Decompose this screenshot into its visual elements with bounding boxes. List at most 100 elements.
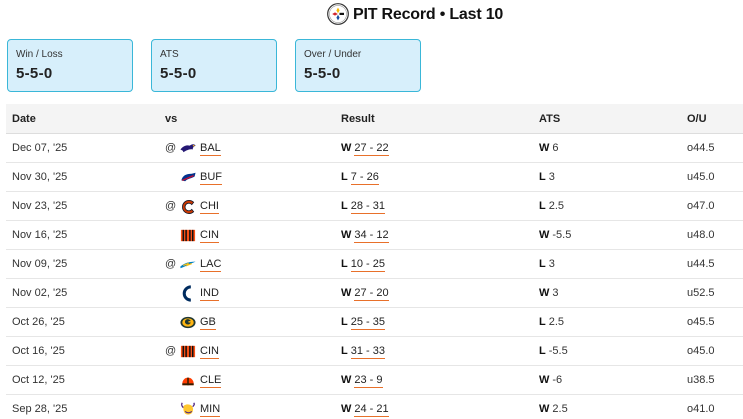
score-link[interactable]: 24 - 21	[354, 403, 389, 417]
result-outcome: L	[341, 345, 348, 357]
ats-outcome: L	[539, 171, 546, 183]
vikings-logo-icon	[179, 401, 197, 418]
opponent: CIN	[165, 226, 285, 246]
games-table: Date vs Result ATS O/U Dec 07, '25 @ BAL…	[6, 104, 743, 419]
opponent-link[interactable]: BUF	[200, 171, 222, 185]
over-under-card: Over / Under 5-5-0	[295, 39, 421, 92]
result-outcome: L	[341, 316, 348, 328]
opponent: @ BAL	[165, 139, 285, 159]
game-result: W 34 - 12	[341, 229, 389, 243]
opponent-link[interactable]: CHI	[200, 200, 219, 214]
ats-line: 6	[552, 142, 559, 154]
over-under-value: o45.5	[687, 316, 715, 328]
score-link[interactable]: 27 - 20	[354, 287, 389, 301]
away-indicator: @	[165, 258, 177, 270]
score-link[interactable]: 23 - 9	[354, 374, 383, 388]
game-date: Oct 16, '25	[12, 345, 65, 357]
header-ou[interactable]: O/U	[687, 113, 707, 125]
game-result: L 31 - 33	[341, 345, 385, 359]
score-link[interactable]: 34 - 12	[354, 229, 389, 243]
ats-result: W 2.5	[539, 403, 568, 415]
result-outcome: W	[341, 229, 352, 241]
game-date: Sep 28, '25	[12, 403, 68, 415]
away-indicator: @	[165, 345, 177, 357]
header-vs[interactable]: vs	[165, 113, 178, 125]
over-under-value: u52.5	[687, 287, 715, 299]
ats-outcome: L	[539, 345, 546, 357]
ats-result: L 2.5	[539, 316, 564, 328]
packers-logo-icon	[179, 314, 197, 331]
page-header: PIT Record • Last 10	[0, 3, 743, 27]
game-date: Nov 23, '25	[12, 200, 68, 212]
opponent: @ CIN	[165, 342, 285, 362]
opponent: @ CHI	[165, 197, 285, 217]
game-result: L 28 - 31	[341, 200, 385, 214]
result-outcome: W	[341, 142, 352, 154]
ats-outcome: W	[539, 142, 550, 154]
score-link[interactable]: 10 - 25	[350, 258, 385, 272]
bengals-logo-icon	[179, 227, 197, 244]
score-link[interactable]: 7 - 26	[350, 171, 379, 185]
ats-line: -5.5	[548, 345, 568, 357]
game-result: L 10 - 25	[341, 258, 385, 272]
game-date: Nov 16, '25	[12, 229, 68, 241]
steelers-logo-icon	[327, 3, 349, 25]
ats-outcome: L	[539, 258, 546, 270]
score-link[interactable]: 31 - 33	[350, 345, 385, 359]
opponent-link[interactable]: CIN	[200, 229, 219, 243]
ats-outcome: L	[539, 200, 546, 212]
opponent: BUF	[165, 168, 285, 188]
table-row: Nov 23, '25 @ CHI L 28 - 31 L 2.5 o47.0	[6, 192, 743, 221]
table-row: Oct 26, '25 GB L 25 - 35 L 2.5 o45.5	[6, 308, 743, 337]
header-result[interactable]: Result	[341, 113, 375, 125]
ats-result: W -6	[539, 374, 562, 386]
win-loss-card: Win / Loss 5-5-0	[7, 39, 133, 92]
header-date[interactable]: Date	[12, 113, 36, 125]
score-link[interactable]: 25 - 35	[350, 316, 385, 330]
table-row: Sep 28, '25 MIN W 24 - 21 W 2.5 o41.0	[6, 395, 743, 419]
opponent-link[interactable]: GB	[200, 316, 216, 330]
game-result: W 23 - 9	[341, 374, 383, 388]
opponent-link[interactable]: IND	[200, 287, 219, 301]
ats-line: 2.5	[548, 200, 565, 212]
bills-logo-icon	[179, 169, 197, 186]
ats-line: 2.5	[552, 403, 568, 415]
ats-outcome: W	[539, 229, 550, 241]
opponent-link[interactable]: LAC	[200, 258, 222, 272]
ats-line: 2.5	[548, 316, 565, 328]
bengals-logo-icon	[179, 343, 197, 360]
score-link[interactable]: 28 - 31	[350, 200, 385, 214]
ats-line: 3	[548, 258, 555, 270]
result-outcome: W	[341, 374, 352, 386]
game-result: W 27 - 22	[341, 142, 389, 156]
opponent: MIN	[165, 400, 285, 419]
card-label: ATS	[160, 49, 179, 60]
chargers-logo-icon	[179, 256, 197, 273]
opponent-link[interactable]: BAL	[200, 142, 221, 156]
game-result: W 27 - 20	[341, 287, 389, 301]
over-under-value: u38.5	[687, 374, 715, 386]
score-link[interactable]: 27 - 22	[354, 142, 389, 156]
page-title: PIT Record • Last 10	[353, 6, 504, 23]
game-date: Nov 30, '25	[12, 171, 68, 183]
result-outcome: W	[341, 403, 352, 415]
opponent-link[interactable]: MIN	[200, 403, 221, 417]
over-under-value: u44.5	[687, 258, 715, 270]
opponent: @ LAC	[165, 255, 285, 275]
opponent: CLE	[165, 371, 285, 391]
header-ats[interactable]: ATS	[539, 113, 561, 125]
away-indicator: @	[165, 142, 177, 154]
ats-card: ATS 5-5-0	[151, 39, 277, 92]
card-label: Win / Loss	[16, 49, 63, 60]
result-outcome: L	[341, 258, 348, 270]
ats-outcome: W	[539, 374, 550, 386]
opponent-link[interactable]: CLE	[200, 374, 222, 388]
opponent: GB	[165, 313, 285, 333]
opponent-link[interactable]: CIN	[200, 345, 219, 359]
ats-outcome: W	[539, 403, 550, 415]
over-under-value: u45.0	[687, 171, 715, 183]
card-label: Over / Under	[304, 49, 362, 60]
